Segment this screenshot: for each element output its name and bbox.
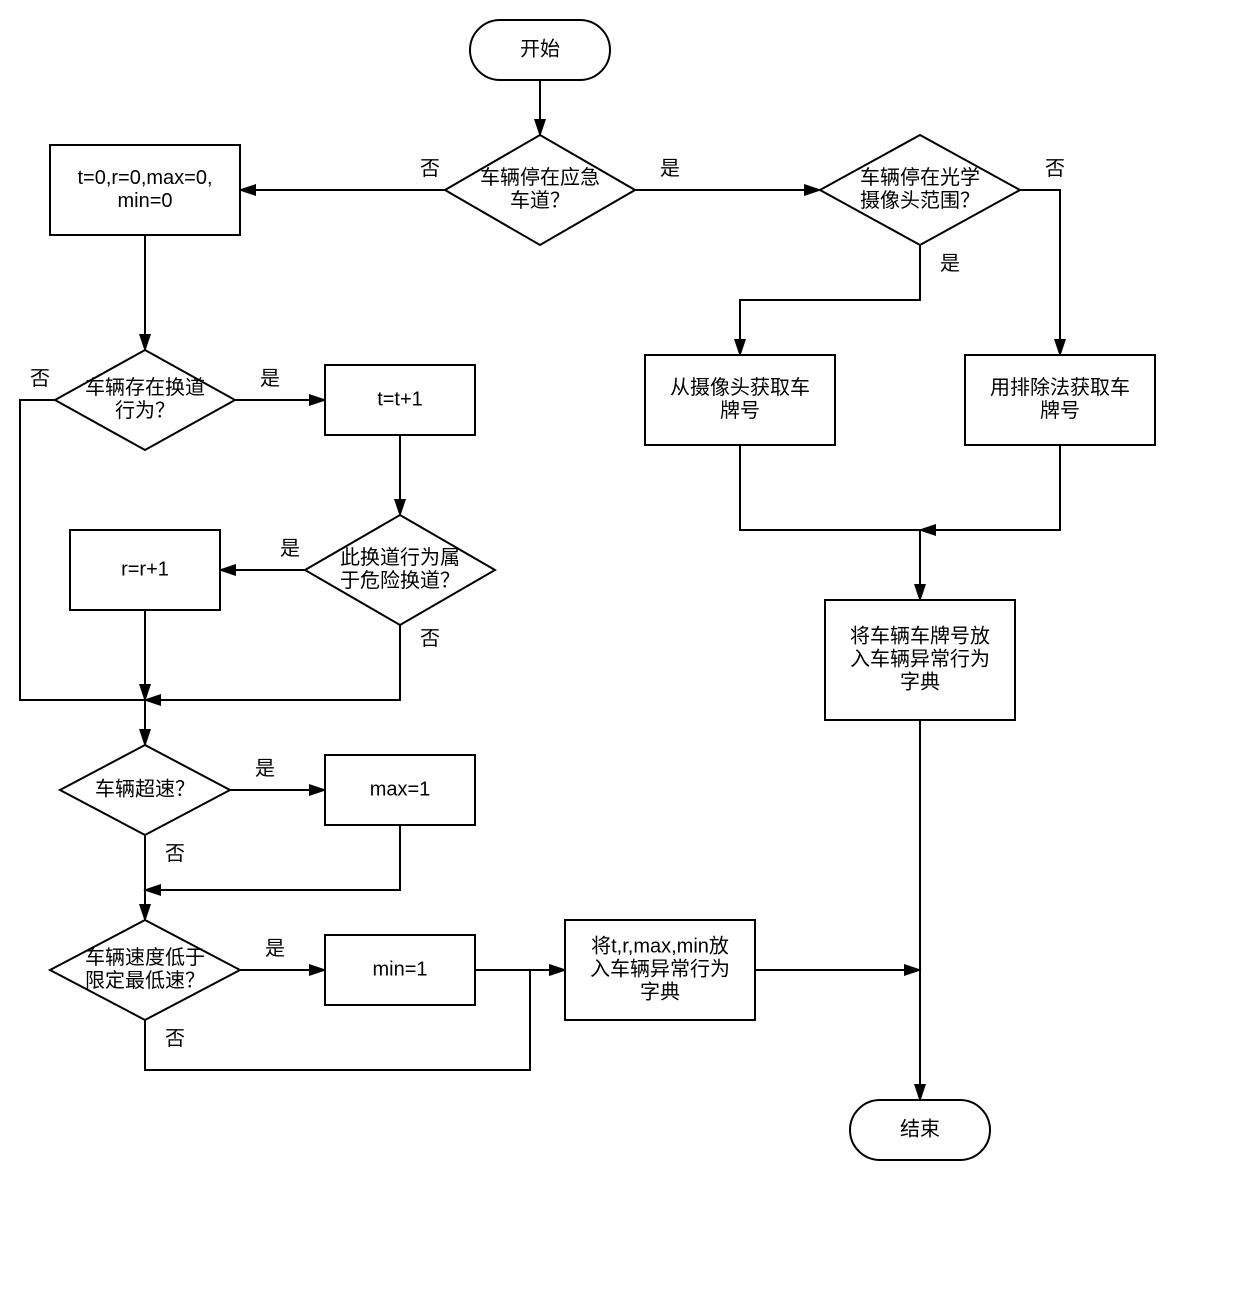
node-text: 开始 — [520, 37, 560, 60]
edge-label: 是 — [940, 253, 960, 275]
edge-label: 是 — [280, 538, 300, 560]
edge-label: 否 — [165, 843, 185, 865]
node-p_camget: 从摄像头获取车牌号 — [645, 355, 835, 445]
edge — [920, 445, 1060, 530]
node-p_dict: 将车辆车牌号放入车辆异常行为字典 — [825, 600, 1015, 720]
node-p_max: max=1 — [325, 755, 475, 825]
node-d_over: 车辆超速？ — [60, 745, 230, 835]
node-text: 此换道行为属 — [340, 546, 460, 569]
edge-label: 否 — [165, 1028, 185, 1050]
node-text: 将车辆车牌号放 — [850, 624, 990, 647]
node-text: 用排除法获取车 — [990, 376, 1130, 399]
node-d_danger: 此换道行为属于危险换道？ — [305, 515, 495, 625]
node-text: 车辆超速？ — [95, 777, 195, 800]
node-text: 车辆速度低于 — [85, 946, 205, 969]
node-p_min: min=1 — [325, 935, 475, 1005]
node-text: 将t,r,max,min放 — [591, 934, 729, 957]
node-text: 车道？ — [510, 189, 570, 212]
node-text: min=1 — [372, 958, 427, 980]
edge-label: 否 — [420, 628, 440, 650]
edge-label: 否 — [420, 158, 440, 180]
edge-label: 否 — [1045, 158, 1065, 180]
edge-label: 是 — [265, 938, 285, 960]
node-p_t: t=t+1 — [325, 365, 475, 435]
node-text: t=t+1 — [377, 388, 423, 410]
edge — [1020, 190, 1060, 355]
node-text: 车辆停在光学 — [860, 166, 980, 189]
node-text: 从摄像头获取车 — [670, 376, 810, 399]
flowchart-svg: 否是否是是否是否是否是否开始车辆停在应急车道？车辆停在光学摄像头范围？t=0,r… — [0, 0, 1240, 1295]
node-d_emerg: 车辆停在应急车道？ — [445, 135, 635, 245]
node-text: 车辆存在换道 — [85, 376, 205, 399]
edge-label: 是 — [260, 368, 280, 390]
edge — [740, 445, 920, 600]
node-text: 行为？ — [115, 399, 175, 422]
node-text: min=0 — [117, 190, 172, 212]
node-text: t=0,r=0,max=0, — [77, 167, 212, 189]
node-d_cam: 车辆停在光学摄像头范围？ — [820, 135, 1020, 245]
node-p_r: r=r+1 — [70, 530, 220, 610]
node-text: 入车辆异常行为 — [590, 957, 730, 980]
node-text: 字典 — [640, 980, 680, 1003]
edge-label: 是 — [255, 758, 275, 780]
node-text: max=1 — [370, 778, 431, 800]
edge — [740, 245, 920, 355]
node-text: 牌号 — [720, 399, 760, 422]
node-text: 于危险换道？ — [340, 569, 460, 592]
node-text: 摄像头范围？ — [860, 189, 980, 212]
node-text: r=r+1 — [121, 558, 169, 580]
node-p_exclude: 用排除法获取车牌号 — [965, 355, 1155, 445]
node-d_lane: 车辆存在换道行为？ — [55, 350, 235, 450]
edge-label: 是 — [660, 158, 680, 180]
node-text: 车辆停在应急 — [480, 166, 600, 189]
node-text: 牌号 — [1040, 399, 1080, 422]
node-start: 开始 — [470, 20, 610, 80]
node-end: 结束 — [850, 1100, 990, 1160]
node-p_store: 将t,r,max,min放入车辆异常行为字典 — [565, 920, 755, 1020]
edge — [145, 625, 400, 700]
node-text: 字典 — [900, 670, 940, 693]
node-d_under: 车辆速度低于限定最低速？ — [50, 920, 240, 1020]
node-p_init: t=0,r=0,max=0,min=0 — [50, 145, 240, 235]
node-text: 入车辆异常行为 — [850, 647, 990, 670]
node-text: 限定最低速？ — [85, 969, 205, 992]
node-text: 结束 — [900, 1117, 940, 1140]
edge-label: 否 — [30, 368, 50, 390]
